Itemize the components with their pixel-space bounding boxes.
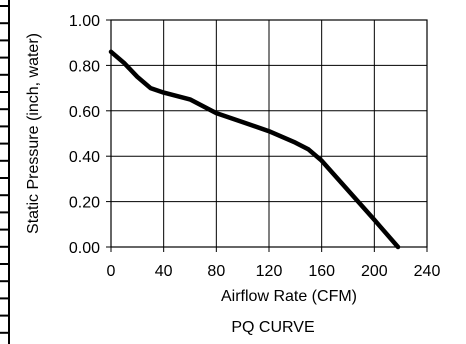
y-tick-label: 0.20 xyxy=(69,195,100,212)
x-tick-label: 0 xyxy=(107,263,116,280)
y-tick-label: 1.00 xyxy=(69,13,100,30)
y-tick-label: 0.60 xyxy=(69,104,100,121)
left-border-decoration xyxy=(0,0,10,344)
y-tick-labels: 0.00 0.20 0.40 0.60 0.80 1.00 xyxy=(69,13,111,257)
x-axis-title: Airflow Rate (CFM) xyxy=(221,288,357,305)
y-tick-label: 0.80 xyxy=(69,58,100,75)
x-tick-label: 160 xyxy=(308,263,335,280)
y-tick-label: 0.00 xyxy=(69,240,100,257)
x-tick-labels: 0 40 80 120 160 200 240 xyxy=(107,247,441,280)
x-tick-label: 120 xyxy=(256,263,283,280)
x-tick-label: 240 xyxy=(414,263,441,280)
y-tick-label: 0.40 xyxy=(69,149,100,166)
pq-curve-line xyxy=(108,49,401,250)
x-tick-label: 40 xyxy=(155,263,173,280)
y-axis-title: Static Pressure (inch, water) xyxy=(25,33,42,234)
chart-caption: PQ CURVE xyxy=(231,319,314,336)
x-tick-label: 200 xyxy=(361,263,388,280)
x-tick-label: 80 xyxy=(207,263,225,280)
